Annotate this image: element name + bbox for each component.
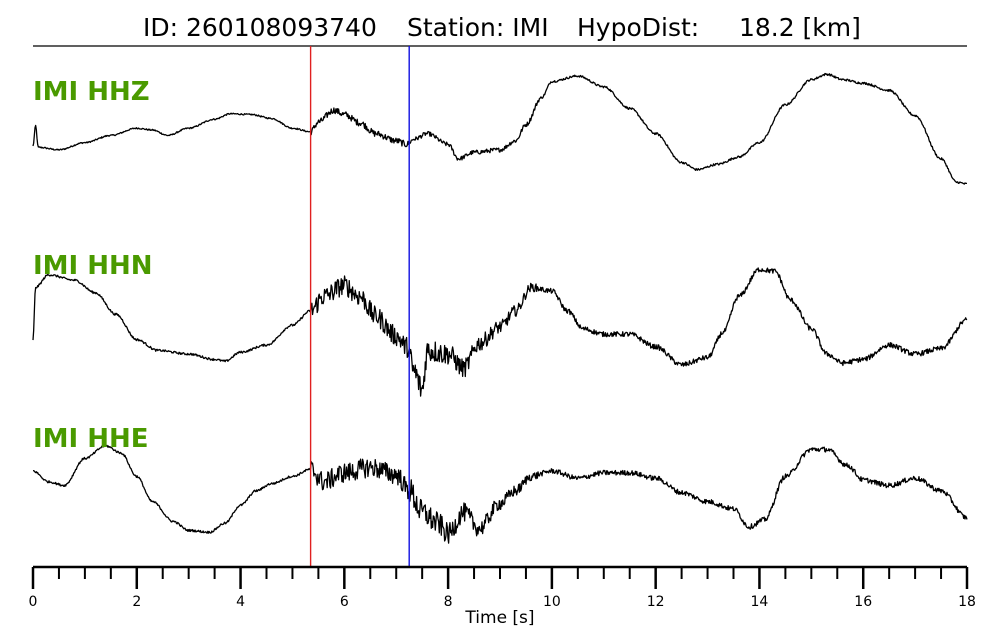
trace-label-imi-hhz: IMI HHZ xyxy=(33,77,150,107)
trace-label-imi-hhn: IMI HHN xyxy=(33,251,153,281)
tick-label: 16 xyxy=(854,594,872,610)
header: ID: 260108093740 Station: IMI HypoDist: … xyxy=(33,13,967,47)
trace-imi-hhe xyxy=(32,444,968,544)
trace-imi-hhn xyxy=(32,267,968,397)
tick-label: 0 xyxy=(29,594,38,610)
tick-label: 8 xyxy=(444,594,453,610)
tick-label: 4 xyxy=(236,594,245,610)
tick-label: 6 xyxy=(340,594,349,610)
hypodist-text: HypoDist: 18.2 [km] xyxy=(577,13,861,42)
tick-label: 2 xyxy=(132,594,141,610)
tick-label: 10 xyxy=(543,594,561,610)
trace-label-imi-hhe: IMI HHE xyxy=(33,424,149,454)
tick-label: 12 xyxy=(647,594,665,610)
phase-picks-layer xyxy=(309,46,410,567)
trace-imi-hhz xyxy=(32,72,967,185)
time-axis: 0 2 4 6 8 10 12 14 16 18 xyxy=(29,565,976,610)
trace-labels-layer: IMI HHZ IMI HHN IMI HHE xyxy=(33,77,153,454)
x-axis-label: Time [s] xyxy=(464,608,534,628)
tick-label: 14 xyxy=(751,594,769,610)
traces-layer xyxy=(32,72,968,544)
tick-label: 18 xyxy=(958,594,976,610)
station-text: Station: IMI xyxy=(407,13,549,42)
event-id-text: ID: 260108093740 xyxy=(143,13,377,42)
